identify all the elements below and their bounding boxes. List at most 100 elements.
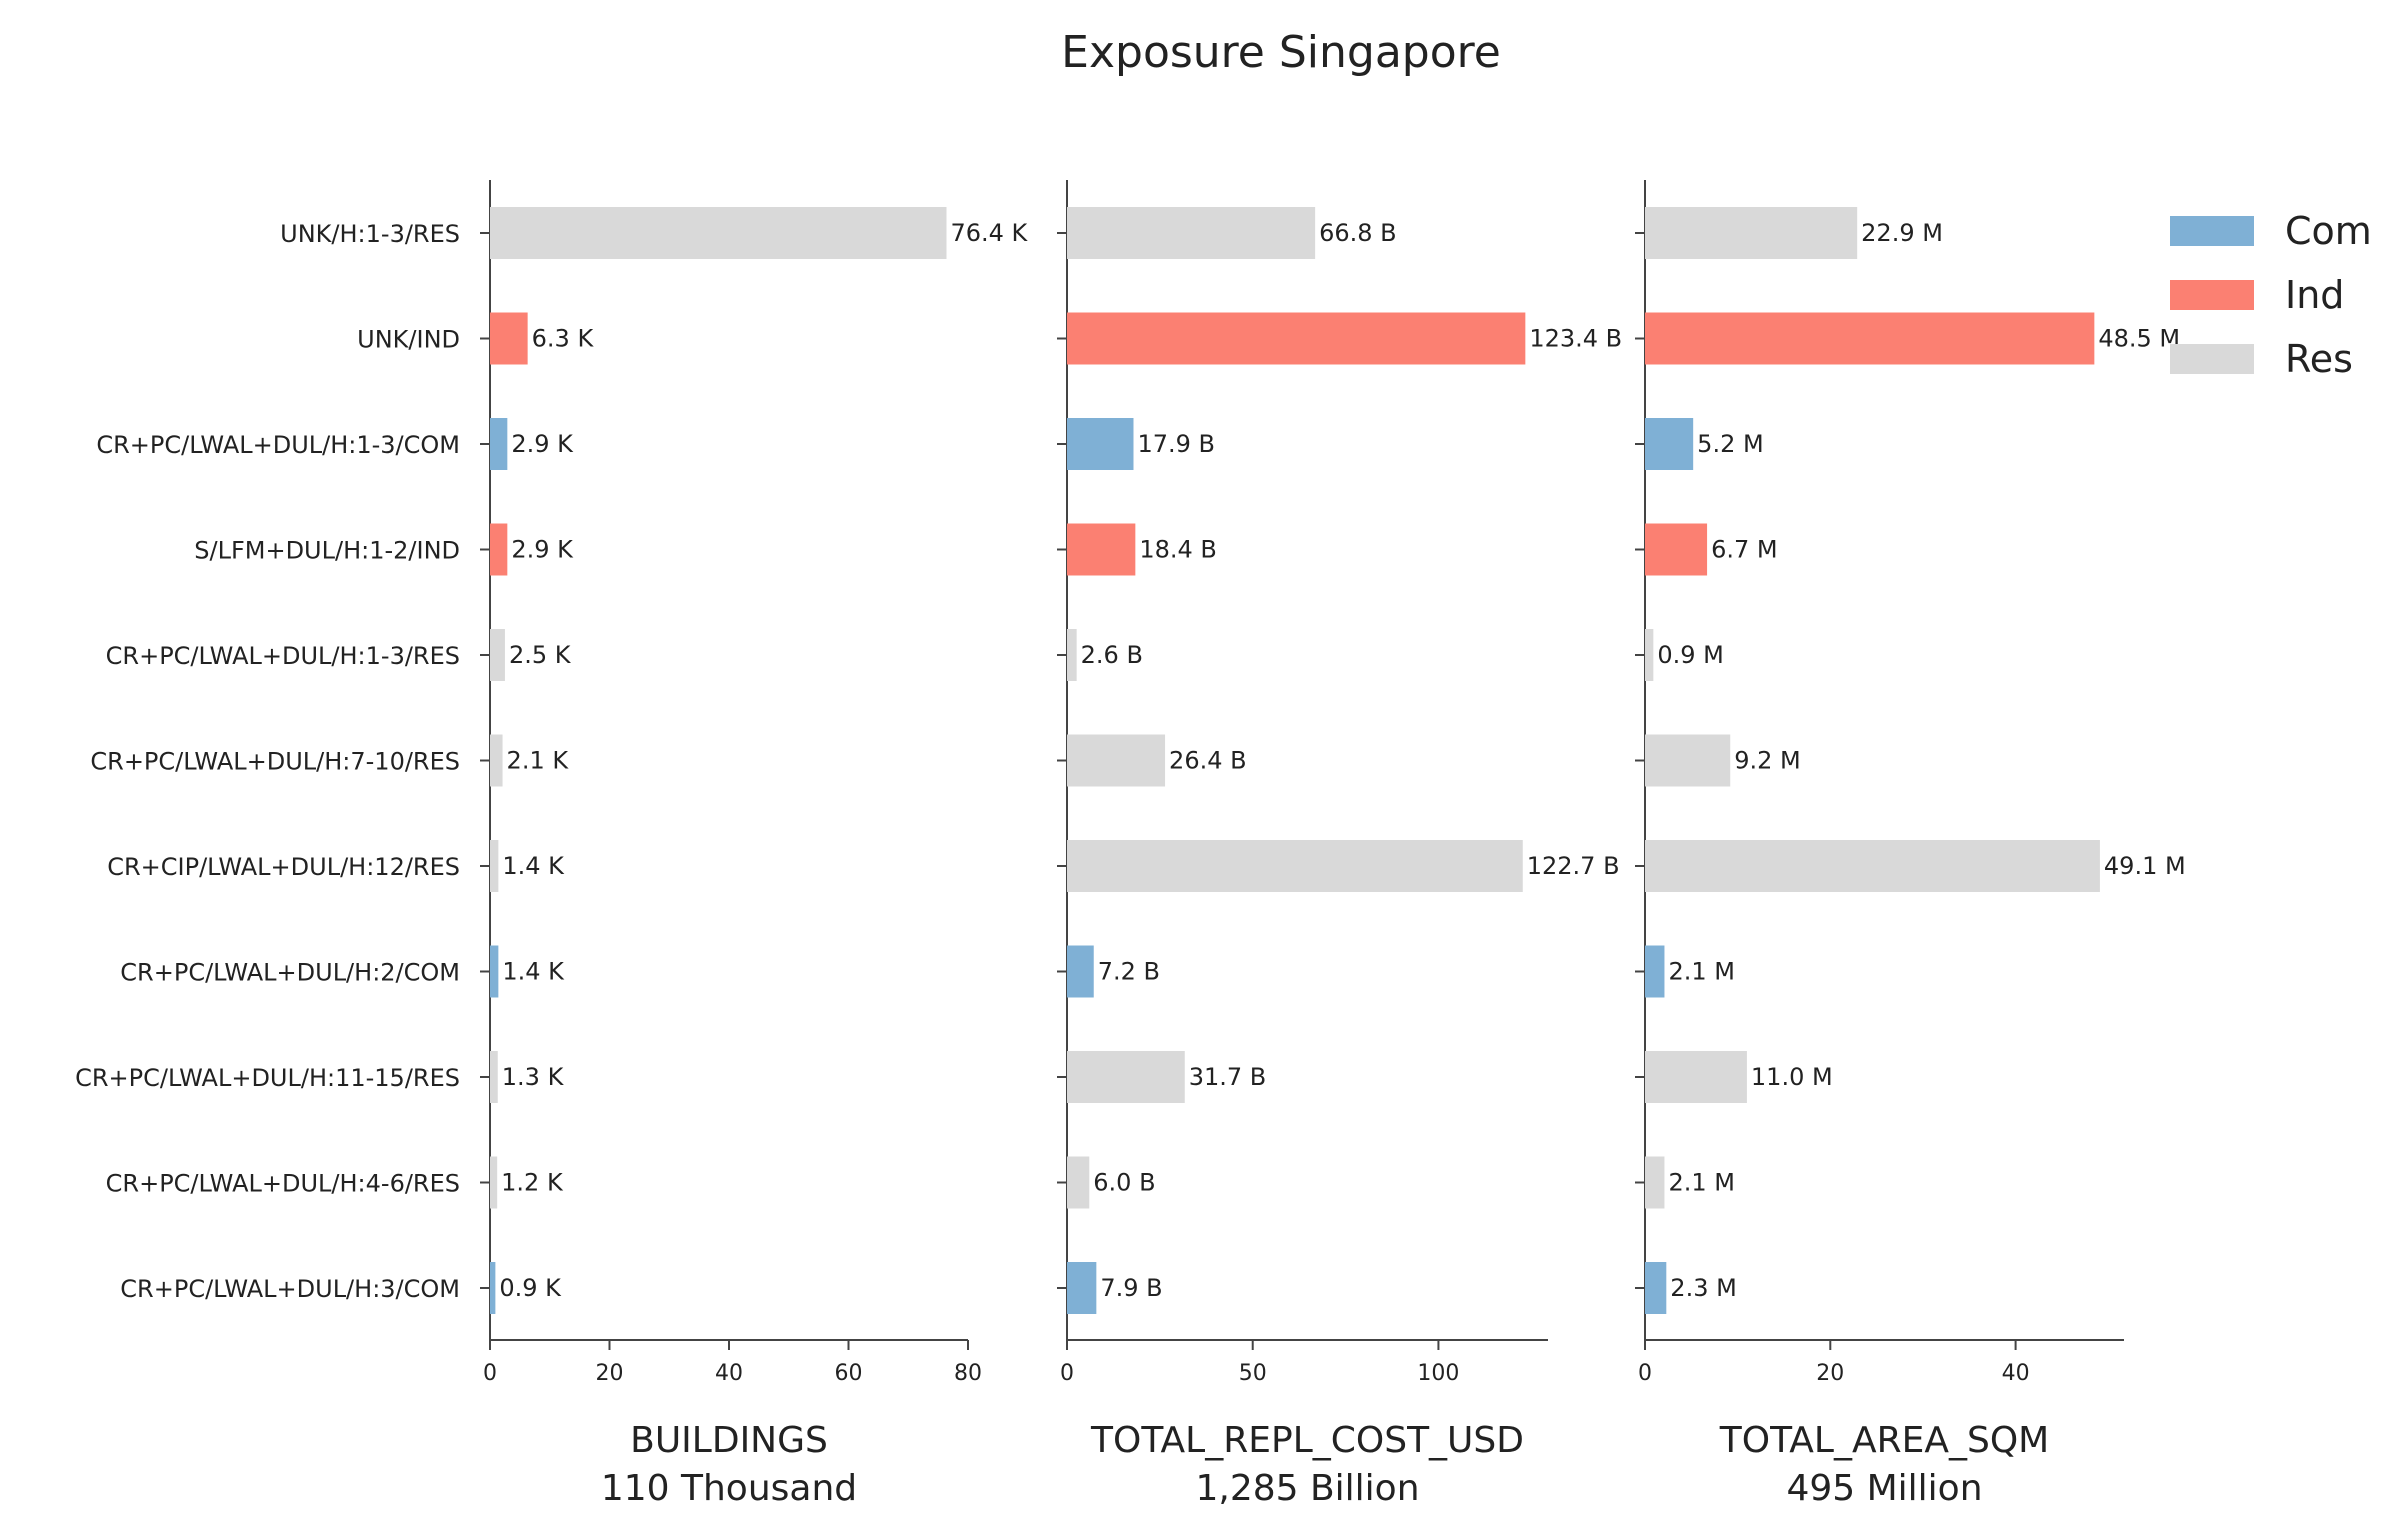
- bar-0-3: [490, 523, 508, 576]
- category-label-10: CR+PC/LWAL+DUL/H:3/COM: [120, 1275, 460, 1303]
- bar-1-8: [1067, 1051, 1185, 1103]
- bar-1-0: [1067, 207, 1316, 259]
- value-label-0-7: 1.4 K: [502, 958, 565, 986]
- bar-2-5: [1645, 734, 1731, 787]
- value-label-2-7: 2.1 M: [1668, 958, 1735, 986]
- x-axis-title-0: BUILDINGS: [630, 1420, 828, 1461]
- x-tick-label-1-0: 0: [1060, 1361, 1074, 1386]
- bar-1-10: [1067, 1262, 1097, 1314]
- value-label-1-5: 26.4 B: [1169, 747, 1247, 775]
- bar-2-8: [1645, 1051, 1747, 1103]
- value-label-2-6: 49.1 M: [2104, 852, 2186, 880]
- value-label-0-2: 2.9 K: [511, 430, 574, 458]
- value-label-2-10: 2.3 M: [1670, 1274, 1737, 1302]
- x-tick-label-0-4: 80: [954, 1361, 982, 1386]
- bar-2-3: [1645, 523, 1708, 576]
- bar-0-10: [490, 1262, 496, 1314]
- value-label-2-0: 22.9 M: [1861, 219, 1943, 247]
- x-axis-subtitle-0: 110 Thousand: [601, 1468, 857, 1509]
- value-label-1-10: 7.9 B: [1100, 1274, 1162, 1302]
- value-label-1-9: 6.0 B: [1093, 1169, 1155, 1197]
- x-tick-label-0-3: 60: [835, 1361, 863, 1386]
- bar-0-7: [490, 945, 499, 998]
- bar-1-1: [1067, 312, 1526, 365]
- bar-1-9: [1067, 1156, 1090, 1209]
- category-label-1: UNK/IND: [357, 326, 460, 354]
- bar-1-2: [1067, 418, 1134, 470]
- value-label-0-3: 2.9 K: [511, 536, 574, 564]
- value-label-2-8: 11.0 M: [1751, 1063, 1833, 1091]
- value-label-0-9: 1.2 K: [501, 1169, 564, 1197]
- value-label-1-6: 122.7 B: [1527, 852, 1620, 880]
- bar-2-2: [1645, 418, 1694, 470]
- value-label-0-4: 2.5 K: [509, 641, 572, 669]
- x-tick-label-2-0: 0: [1638, 1361, 1652, 1386]
- x-tick-label-1-2: 100: [1417, 1361, 1459, 1386]
- legend-swatch-ind: [2170, 280, 2254, 310]
- bar-2-10: [1645, 1262, 1667, 1314]
- category-label-2: CR+PC/LWAL+DUL/H:1-3/COM: [96, 431, 460, 459]
- value-label-1-2: 17.9 B: [1137, 430, 1215, 458]
- bar-0-1: [490, 312, 528, 365]
- x-axis-subtitle-2: 495 Million: [1786, 1468, 1982, 1509]
- legend-swatch-res: [2170, 344, 2254, 374]
- x-axis-title-1: TOTAL_REPL_COST_USD: [1090, 1420, 1524, 1461]
- legend-swatch-com: [2170, 216, 2254, 246]
- value-label-2-2: 5.2 M: [1697, 430, 1764, 458]
- value-label-0-8: 1.3 K: [502, 1063, 565, 1091]
- bar-1-7: [1067, 945, 1094, 998]
- bar-2-4: [1645, 629, 1654, 681]
- x-axis-title-2: TOTAL_AREA_SQM: [1719, 1420, 2049, 1461]
- x-tick-label-2-2: 40: [2002, 1361, 2030, 1386]
- x-tick-label-1-1: 50: [1239, 1361, 1267, 1386]
- chart-title: Exposure Singapore: [1061, 27, 1501, 78]
- bar-0-9: [490, 1156, 498, 1209]
- bar-2-9: [1645, 1156, 1665, 1209]
- bar-0-6: [490, 840, 499, 892]
- category-label-7: CR+PC/LWAL+DUL/H:2/COM: [120, 959, 460, 987]
- value-label-0-0: 76.4 K: [950, 219, 1028, 247]
- value-label-0-6: 1.4 K: [502, 852, 565, 880]
- value-label-1-8: 31.7 B: [1189, 1063, 1267, 1091]
- value-label-1-1: 123.4 B: [1529, 325, 1622, 353]
- x-tick-label-2-1: 20: [1816, 1361, 1844, 1386]
- category-label-8: CR+PC/LWAL+DUL/H:11-15/RES: [75, 1064, 460, 1092]
- bar-0-2: [490, 418, 508, 470]
- category-label-6: CR+CIP/LWAL+DUL/H:12/RES: [107, 853, 460, 881]
- category-label-3: S/LFM+DUL/H:1-2/IND: [194, 537, 460, 565]
- bar-0-8: [490, 1051, 498, 1103]
- legend-label-com: Com: [2285, 209, 2372, 253]
- bar-2-6: [1645, 840, 2100, 892]
- x-axis-subtitle-1: 1,285 Billion: [1195, 1468, 1419, 1509]
- bar-1-3: [1067, 523, 1136, 576]
- value-label-0-5: 2.1 K: [507, 747, 570, 775]
- x-tick-label-0-1: 20: [596, 1361, 624, 1386]
- category-label-4: CR+PC/LWAL+DUL/H:1-3/RES: [106, 642, 460, 670]
- legend-label-ind: Ind: [2285, 273, 2344, 317]
- x-tick-label-0-2: 40: [715, 1361, 743, 1386]
- bar-1-4: [1067, 629, 1077, 681]
- value-label-2-5: 9.2 M: [1734, 747, 1801, 775]
- bar-1-6: [1067, 840, 1523, 892]
- bar-2-0: [1645, 207, 1858, 259]
- bar-0-0: [490, 207, 947, 259]
- bar-1-5: [1067, 734, 1166, 787]
- value-label-1-7: 7.2 B: [1098, 958, 1160, 986]
- value-label-2-3: 6.7 M: [1711, 536, 1778, 564]
- bar-2-7: [1645, 945, 1665, 998]
- value-label-0-10: 0.9 K: [499, 1274, 562, 1302]
- value-label-1-3: 18.4 B: [1139, 536, 1217, 564]
- x-tick-label-0-0: 0: [483, 1361, 497, 1386]
- bar-0-4: [490, 629, 505, 681]
- value-label-2-4: 0.9 M: [1657, 641, 1724, 669]
- bar-2-1: [1645, 312, 2095, 365]
- value-label-1-0: 66.8 B: [1319, 219, 1397, 247]
- value-label-0-1: 6.3 K: [532, 325, 595, 353]
- value-label-2-1: 48.5 M: [2098, 325, 2180, 353]
- legend-label-res: Res: [2285, 337, 2353, 381]
- category-label-9: CR+PC/LWAL+DUL/H:4-6/RES: [106, 1170, 460, 1198]
- value-label-2-9: 2.1 M: [1668, 1169, 1735, 1197]
- value-label-1-4: 2.6 B: [1081, 641, 1143, 669]
